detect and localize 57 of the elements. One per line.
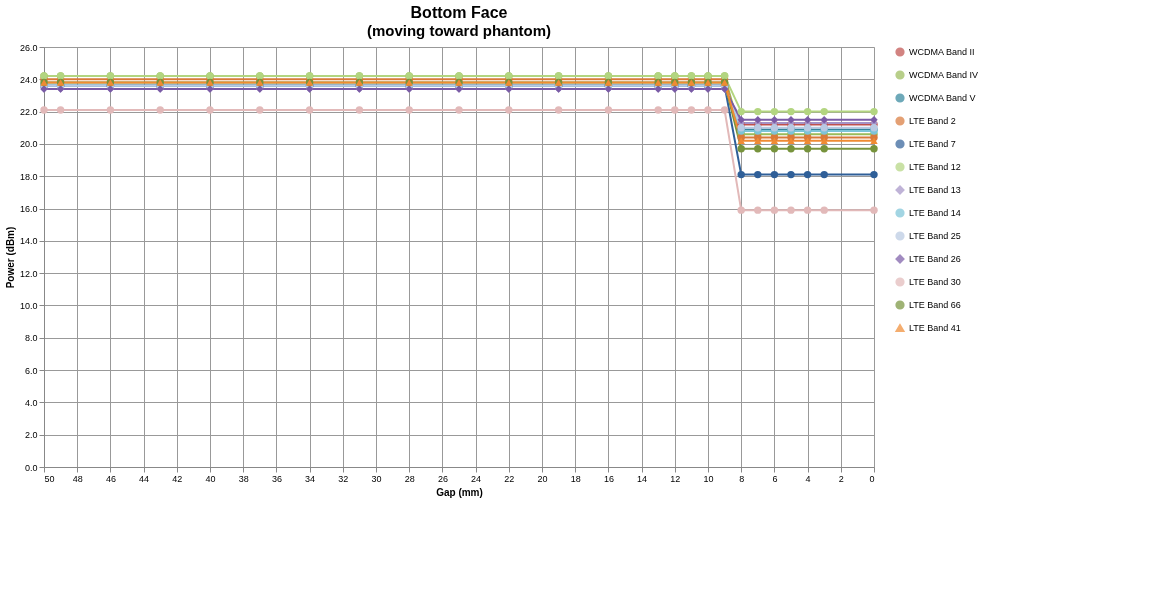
x-tick-label: 32 <box>338 473 349 484</box>
x-tick-label: 44 <box>139 473 150 484</box>
legend-label: WCDMA Band IV <box>909 70 979 80</box>
y-tick-label: 4.0 <box>24 397 38 408</box>
x-tick-label: 34 <box>305 473 316 484</box>
x-tick-label: 38 <box>238 473 249 484</box>
x-tick-label: 36 <box>271 473 282 484</box>
y-axis-title: Power (dBm) <box>4 226 16 289</box>
x-tick-label: 4 <box>805 473 811 484</box>
x-tick-label: 30 <box>371 473 382 484</box>
chart-title: Bottom Face <box>410 4 508 21</box>
x-tick-label: 48 <box>72 473 83 484</box>
y-tick-label: 20.0 <box>19 139 38 150</box>
legend-label: LTE Band 13 <box>909 185 961 195</box>
x-tick-label: 26 <box>437 473 448 484</box>
legend-label: LTE Band 41 <box>909 323 961 333</box>
legend-label: LTE Band 14 <box>909 208 961 218</box>
x-tick-label: 2 <box>838 473 844 484</box>
x-tick-label: 10 <box>703 473 714 484</box>
legend-label: LTE Band 66 <box>909 300 961 310</box>
y-tick-label: 24.0 <box>19 74 38 85</box>
x-tick-label: 8 <box>739 473 745 484</box>
legend-label: WCDMA Band II <box>909 47 975 57</box>
x-tick-label: 6 <box>772 473 778 484</box>
y-tick-label: 8.0 <box>24 333 38 344</box>
legend-label: LTE Band 12 <box>909 162 961 172</box>
legend-label: WCDMA Band V <box>909 93 976 103</box>
x-tick-label: 22 <box>504 473 515 484</box>
x-tick-label: 20 <box>537 473 548 484</box>
y-tick-label: 12.0 <box>19 268 38 279</box>
x-tick-label: 24 <box>471 473 482 484</box>
y-tick-label: 10.0 <box>19 300 38 311</box>
legend-label: LTE Band 2 <box>909 116 956 126</box>
x-tick-label: 12 <box>670 473 681 484</box>
x-tick-label: 46 <box>105 473 116 484</box>
y-tick-label: 0.0 <box>24 462 38 473</box>
legend-label: LTE Band 26 <box>909 254 961 264</box>
y-tick-label: 2.0 <box>24 430 38 441</box>
y-tick-label: 18.0 <box>19 171 38 182</box>
y-tick-label: 14.0 <box>19 236 38 247</box>
legend-label: LTE Band 25 <box>909 231 961 241</box>
x-tick-label: 14 <box>637 473 648 484</box>
chart-subtitle: (moving toward phantom) <box>366 22 552 39</box>
y-tick-label: 22.0 <box>19 107 38 118</box>
x-tick-label: 28 <box>404 473 415 484</box>
legend-label: LTE Band 30 <box>909 277 961 287</box>
x-tick-label: 18 <box>570 473 581 484</box>
legend-label: LTE Band 7 <box>909 139 956 149</box>
x-tick-label: 40 <box>205 473 216 484</box>
x-tick-label: 16 <box>603 473 614 484</box>
y-tick-label: 6.0 <box>24 365 38 376</box>
x-axis-title: Gap (mm) <box>436 486 483 498</box>
x-tick-label: 42 <box>172 473 183 484</box>
y-tick-label: 16.0 <box>19 204 38 215</box>
x-tick-label: 0 <box>869 473 875 484</box>
x-tick-label: 50 <box>44 473 55 484</box>
y-tick-label: 26.0 <box>19 42 38 53</box>
